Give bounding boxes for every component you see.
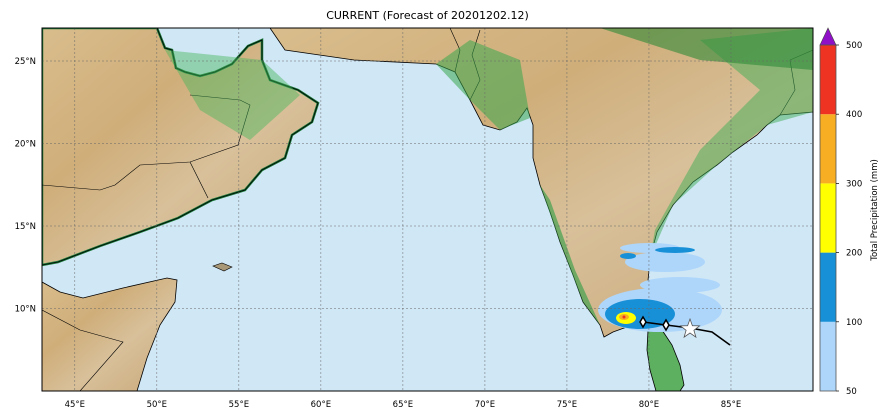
colorbar-segment xyxy=(820,252,836,322)
colorbar-segment xyxy=(820,114,836,184)
precip-area-peak xyxy=(622,315,626,319)
x-tick-label: 45°E xyxy=(65,400,85,410)
arabia-coastline xyxy=(42,28,319,266)
colorbar-segment xyxy=(820,45,836,115)
x-tick-label: 70°E xyxy=(475,400,495,410)
track-point-icon xyxy=(662,318,670,332)
colorbar: 50 100 200 300 400 500 xyxy=(819,27,862,397)
lowland-shading xyxy=(165,50,300,140)
sri-lanka xyxy=(646,326,685,391)
y-tick-label: 25°N xyxy=(15,57,36,67)
x-tick-label: 85°E xyxy=(721,400,741,410)
y-axis-ticks: 25°N 20°N 15°N 10°N xyxy=(15,57,36,315)
colorbar-frame xyxy=(819,44,837,392)
colorbar-tick-label: 300 xyxy=(846,179,862,189)
x-tick-label: 55°E xyxy=(229,400,249,410)
colorbar-tick-label: 50 xyxy=(846,387,857,397)
precip-area-medium xyxy=(620,253,636,259)
x-tick-label: 75°E xyxy=(557,400,577,410)
star-icon xyxy=(679,317,701,339)
map-title: CURRENT (Forecast of 20201202.12) xyxy=(326,9,529,22)
colorbar-tick-label: 200 xyxy=(846,249,862,259)
y-tick-label: 15°N xyxy=(15,222,36,232)
x-tick-label: 50°E xyxy=(147,400,167,410)
colorbar-segment xyxy=(820,183,836,253)
lowland-shading xyxy=(600,28,813,70)
y-tick-label: 10°N xyxy=(15,305,36,315)
colorbar-segment xyxy=(820,321,836,391)
socotra-island xyxy=(212,262,233,272)
precip-area-light xyxy=(625,252,705,272)
graticule xyxy=(42,28,813,391)
colorbar-label: Total Precipitation (mm) xyxy=(870,159,880,262)
y-tick-label: 20°N xyxy=(15,140,36,150)
x-axis-ticks: 45°E 50°E 55°E 60°E 65°E 70°E 75°E 80°E 85°E xyxy=(65,400,742,410)
lowland-shading xyxy=(436,40,530,130)
precip-area-medium xyxy=(655,247,695,253)
colorbar-tick-label: 500 xyxy=(846,41,862,51)
lowland-shading xyxy=(540,185,600,325)
colorbar-extend-triangle xyxy=(819,27,837,46)
lowland-shading xyxy=(650,28,813,258)
horn-of-africa xyxy=(42,277,178,391)
x-tick-label: 65°E xyxy=(393,400,413,410)
country-border xyxy=(42,309,124,391)
colorbar-tick-label: 400 xyxy=(846,110,862,120)
track-point-icon xyxy=(639,315,647,329)
map-frame xyxy=(41,27,814,392)
colorbar-tick-label: 100 xyxy=(846,318,862,328)
x-tick-label: 80°E xyxy=(639,400,659,410)
x-tick-label: 60°E xyxy=(311,400,331,410)
country-border xyxy=(189,161,209,199)
